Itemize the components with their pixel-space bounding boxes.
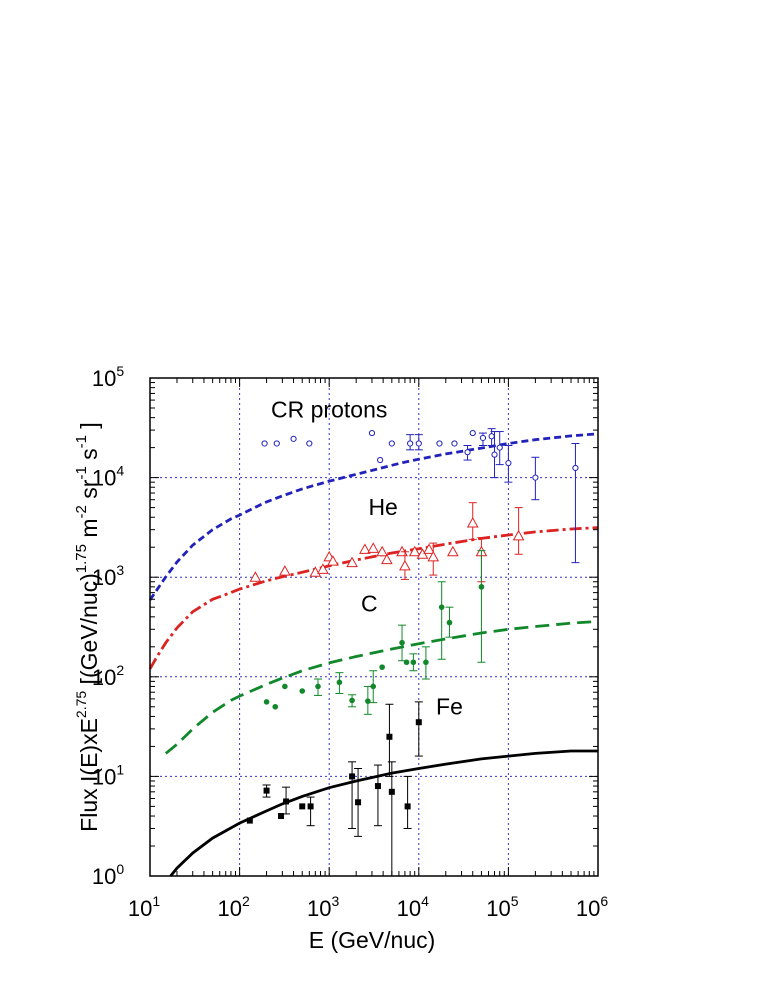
carbon-data-point <box>438 604 445 610</box>
protons-data-point <box>415 440 422 447</box>
carbon-data-point <box>282 683 288 690</box>
series-annotations: CR protons He C Fe <box>271 397 463 720</box>
helium-model-curve <box>148 526 599 670</box>
protons-data-point <box>436 440 443 447</box>
iron-label: Fe <box>436 693 463 719</box>
iron-model-curve <box>169 749 598 877</box>
protons-data-point <box>261 440 268 447</box>
y-tick-label: 100 <box>92 861 124 889</box>
protons-data-point <box>273 440 280 447</box>
helium-data-point <box>427 550 440 562</box>
plot-frame <box>149 377 599 877</box>
helium-data-point <box>367 542 380 553</box>
protons-data-point <box>377 456 384 464</box>
helium-data-point <box>447 545 459 557</box>
x-tick-label: 105 <box>486 893 518 921</box>
carbon-data-point <box>399 639 405 646</box>
x-tick-label: 106 <box>576 893 608 921</box>
x-tick-labels: 101 102 103 104 105 106 <box>128 893 608 921</box>
data-points <box>246 428 580 877</box>
iron-data-point <box>307 803 314 810</box>
y-tick-label: 105 <box>92 363 124 391</box>
protons-data-point <box>479 434 487 442</box>
helium-data-point <box>317 563 329 574</box>
helium-data-point <box>423 543 435 554</box>
y-tick-labels: 100 101 102 103 104 105 <box>92 363 124 889</box>
y-tick-label: 104 <box>92 463 124 491</box>
helium-data-point <box>381 553 393 565</box>
helium-data-point <box>408 545 421 557</box>
protons-label: CR protons <box>271 397 387 423</box>
protons-data-point <box>368 429 376 437</box>
x-tick-label: 103 <box>307 893 339 921</box>
helium-data-point <box>359 543 371 554</box>
carbon-data-point <box>370 683 377 690</box>
iron-data-point <box>246 817 253 824</box>
carbon-data-point <box>263 699 270 705</box>
protons-data-point <box>469 429 476 437</box>
helium-data-point <box>376 545 389 557</box>
protons-data-point <box>491 451 498 458</box>
carbon-data-point <box>379 664 385 670</box>
protons-data-point <box>306 440 313 447</box>
x-tick-label: 102 <box>217 893 249 921</box>
helium-data-point <box>249 571 262 582</box>
protons-data-point <box>388 440 395 447</box>
iron-data-point <box>404 803 411 810</box>
iron-data-point <box>388 788 395 795</box>
y-axis-title: Flux I(E)xE2.75 [(GeV/nuc)1.75 m-2 sr-1 … <box>73 422 102 832</box>
protons-data-point <box>464 449 471 456</box>
carbon-data-point <box>336 679 343 686</box>
axis-ticks <box>149 377 599 877</box>
protons-data-point <box>290 435 297 442</box>
helium-data-point <box>512 529 525 541</box>
iron-data-point <box>263 787 270 794</box>
carbon-data-point <box>423 659 429 666</box>
iron-data-point <box>415 719 422 726</box>
helium-data-point <box>327 555 339 566</box>
carbon-data-point <box>446 619 453 626</box>
carbon-data-point <box>478 584 485 590</box>
carbon-data-point <box>315 683 321 690</box>
protons-data-point <box>488 433 495 440</box>
iron-data-point <box>278 813 285 820</box>
helium-data-point <box>309 566 322 577</box>
carbon-data-point <box>410 659 417 666</box>
helium-data-point <box>279 565 291 576</box>
iron-data-point <box>374 783 381 790</box>
protons-data-point <box>407 440 414 447</box>
y-tick-label: 103 <box>92 562 124 590</box>
iron-data-point <box>283 798 290 805</box>
iron-data-point <box>355 799 362 806</box>
x-tick-label: 101 <box>128 893 160 921</box>
grid-lines <box>150 378 598 876</box>
iron-data-point <box>349 773 356 780</box>
iron-data-point <box>386 733 393 740</box>
protons-data-point <box>505 459 512 467</box>
carbon-data-point <box>299 688 306 694</box>
carbon-data-point <box>272 703 279 710</box>
protons-data-point <box>572 464 579 472</box>
carbon-model-curve <box>164 620 599 755</box>
helium-data-point <box>399 559 411 571</box>
y-tick-label: 101 <box>92 761 124 789</box>
carbon-data-point <box>349 697 355 704</box>
y-tick-label: 102 <box>92 662 124 690</box>
protons-model-curve <box>148 432 599 601</box>
carbon-label: C <box>361 591 378 617</box>
carbon-data-point <box>403 659 410 666</box>
helium-label: He <box>368 494 397 520</box>
protons-data-point <box>496 444 503 451</box>
helium-data-point <box>346 556 358 568</box>
x-axis-title: E (GeV/nuc) <box>309 927 436 953</box>
iron-data-point <box>299 803 306 810</box>
protons-data-point <box>532 474 539 481</box>
helium-data-point <box>466 516 479 528</box>
model-curves <box>148 432 599 877</box>
protons-data-point <box>451 440 458 447</box>
x-tick-label: 104 <box>397 893 429 921</box>
